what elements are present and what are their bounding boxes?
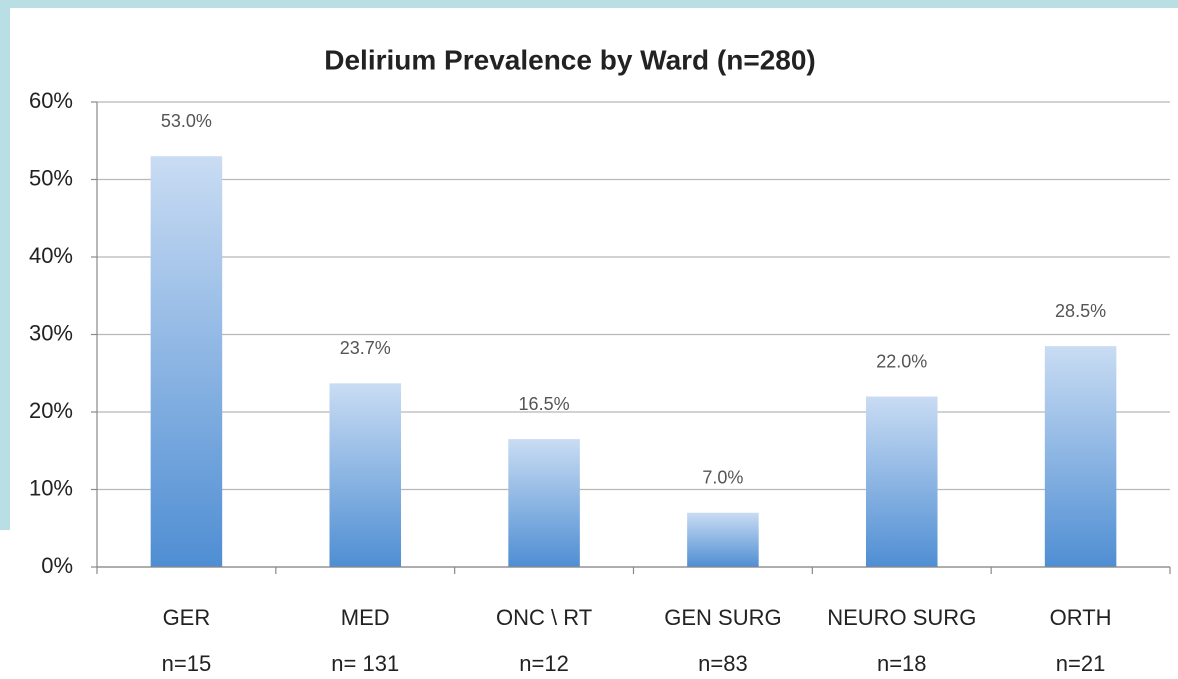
y-tick-label: 0% — [41, 553, 73, 578]
bar — [150, 156, 223, 567]
bar — [329, 383, 402, 567]
bar — [508, 439, 580, 567]
x-tick-count: n=12 — [519, 651, 569, 676]
bar — [1044, 346, 1117, 567]
x-tick-label: GEN SURG — [664, 605, 781, 630]
x-tick-count: n=21 — [1056, 651, 1106, 676]
y-tick-label: 30% — [29, 320, 73, 345]
y-tick-label: 50% — [29, 165, 73, 190]
x-tick-count: n=18 — [877, 651, 927, 676]
chart-title: Delirium Prevalence by Ward (n=280) — [324, 44, 816, 75]
x-tick-label: ONC \ RT — [496, 605, 592, 630]
bar — [865, 396, 938, 567]
y-tick-label: 20% — [29, 398, 73, 423]
y-tick-label: 40% — [29, 243, 73, 268]
frame-top — [0, 0, 1178, 8]
value-label: 28.5% — [1055, 301, 1106, 321]
y-tick-label: 10% — [29, 475, 73, 500]
value-label: 53.0% — [161, 111, 212, 131]
value-label: 22.0% — [876, 351, 927, 371]
y-tick-label: 60% — [29, 88, 73, 113]
x-tick-label: GER — [163, 605, 211, 630]
x-tick-count: n=15 — [162, 651, 212, 676]
frame-left — [0, 0, 10, 530]
x-tick-count: n= 131 — [331, 651, 399, 676]
x-tick-label: MED — [341, 605, 390, 630]
value-label: 23.7% — [340, 338, 391, 358]
value-label: 16.5% — [519, 394, 570, 414]
value-label: 7.0% — [702, 468, 743, 488]
bar — [687, 512, 759, 567]
x-tick-count: n=83 — [698, 651, 748, 676]
x-tick-label: NEURO SURG — [827, 605, 976, 630]
x-tick-label: ORTH — [1050, 605, 1112, 630]
